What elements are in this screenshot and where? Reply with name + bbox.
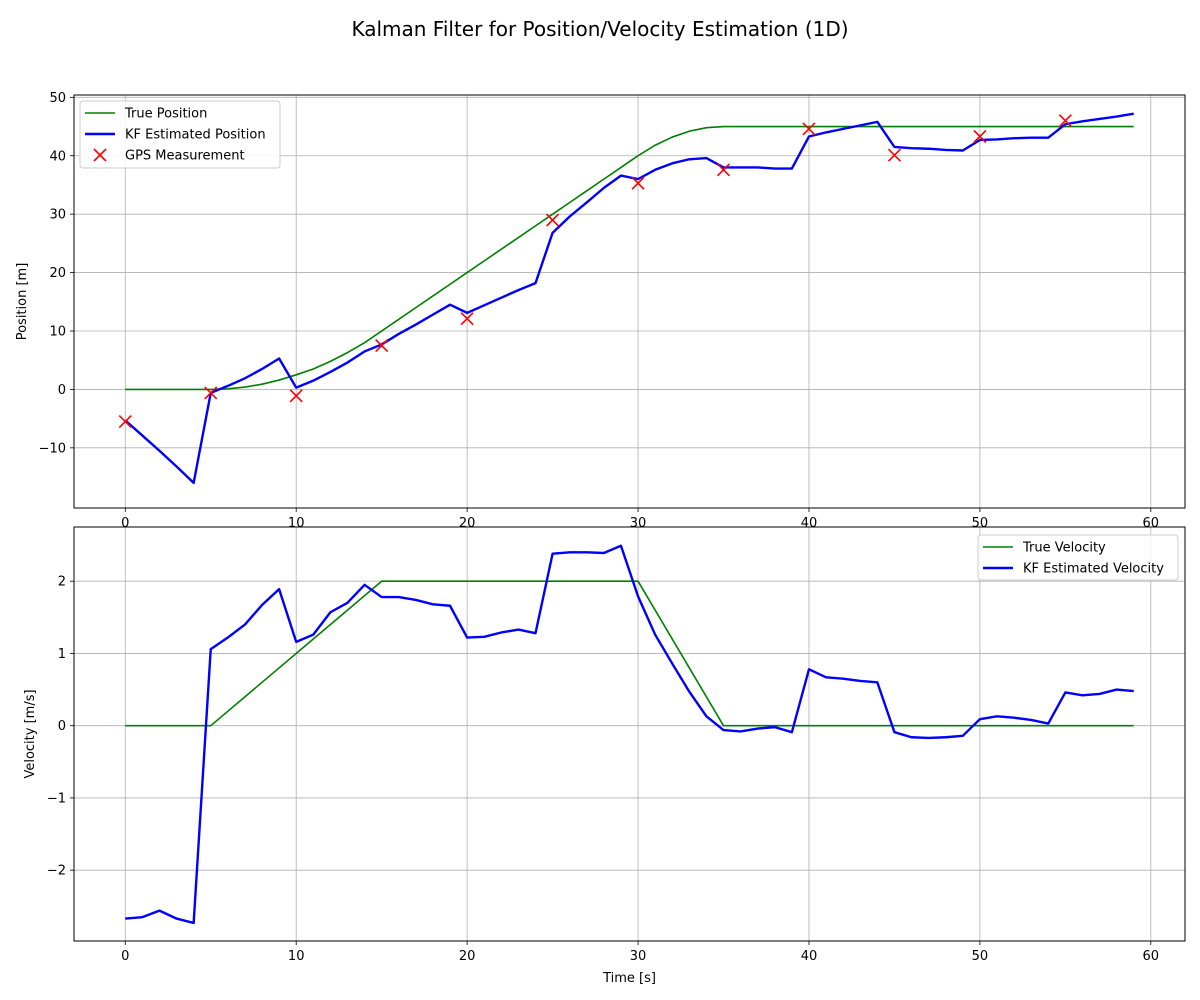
position-series-gps-measurement-point (204, 386, 218, 400)
position-y-axis-label: Position [m] (15, 263, 30, 341)
velocity-y-tick-label: −1 (47, 791, 66, 806)
position-series-gps-measurement-point (460, 312, 474, 326)
x-marker-stroke (204, 386, 218, 400)
legend-label: KF Estimated Position (125, 128, 266, 143)
position-y-tick-label: 30 (49, 208, 66, 223)
velocity-y-axis-label: Velocity [m/s] (23, 689, 38, 778)
position-grid (74, 95, 1185, 508)
velocity-y-tick-label: −2 (47, 864, 66, 879)
velocity-series (125, 544, 1134, 925)
legend-marker (93, 148, 107, 162)
position-series-gps-measurement-point (546, 213, 560, 227)
x-marker-stroke (546, 213, 560, 227)
position-series-kf-estimated-position-line (124, 112, 1134, 485)
velocity-x-tick-label: 0 (121, 949, 129, 964)
velocity-y-tick-label: 0 (58, 719, 66, 734)
x-marker-stroke (716, 163, 731, 177)
position-axes-frame (73, 94, 1186, 509)
position-series (118, 112, 1134, 485)
position-series-gps-measurement-point (118, 414, 132, 429)
position-series-true-position-line (125, 125, 1134, 391)
position-y-tick-label: 10 (49, 325, 66, 340)
velocity-x-tick-label: 20 (459, 949, 476, 964)
position-y-tick-label: 20 (49, 266, 66, 281)
x-marker-stroke (289, 389, 303, 403)
legend-label: True Velocity (1022, 541, 1106, 556)
position-series-gps-measurement-point (716, 163, 731, 177)
velocity-legend-item: KF Estimated Velocity (983, 562, 1164, 577)
figure-title: Kalman Filter for Position/Velocity Esti… (351, 17, 848, 41)
legend-label: KF Estimated Velocity (1023, 562, 1164, 577)
position-legend-item: True Position (85, 107, 207, 122)
velocity-series-true-velocity-line (125, 580, 1134, 727)
velocity-legend-box (977, 534, 1179, 581)
position-legend-box (79, 100, 281, 169)
position-y-tick-label: 0 (58, 383, 66, 398)
x-marker-stroke (631, 176, 645, 190)
x-marker-stroke (375, 339, 389, 353)
position-series-gps-measurement-point (802, 122, 816, 136)
position-y-tick-label: 40 (49, 149, 66, 164)
position-y-tick-label: −10 (39, 441, 66, 456)
velocity-x-tick-label: 30 (630, 949, 647, 964)
position-legend-item: KF Estimated Position (85, 128, 266, 143)
velocity-axes: 0 10 20 30 40 50 60 −2 −1 0 1 2 Velocity [m/s] Time… (23, 526, 1186, 986)
velocity-axes-frame (73, 526, 1186, 942)
position-x-tick-label: 0 (121, 516, 129, 531)
position-series-gps-measurement-point (973, 129, 987, 144)
velocity-ticks: 0 10 20 30 40 50 60 −2 −1 0 1 2 (47, 575, 1159, 964)
velocity-x-tick-label: 40 (801, 949, 818, 964)
x-marker-stroke (802, 122, 816, 136)
position-series-gps-measurement-point (1058, 114, 1072, 128)
legend-label: True Position (124, 107, 207, 122)
velocity-y-tick-label: 1 (58, 647, 66, 662)
velocity-y-tick-label: 2 (58, 575, 66, 590)
position-series-gps-measurement-point (887, 148, 901, 162)
x-marker-stroke (887, 148, 901, 162)
velocity-x-tick-label: 10 (288, 949, 305, 964)
legend-label: GPS Measurement (125, 149, 245, 164)
position-series-gps-measurement-point (631, 176, 645, 190)
velocity-x-tick-label: 60 (1143, 949, 1160, 964)
velocity-legend: True Velocity KF Estimated Velocity (977, 534, 1179, 581)
position-y-tick-label: 50 (49, 91, 66, 106)
x-marker-stroke (460, 312, 474, 326)
velocity-series-kf-estimated-velocity-line (125, 544, 1134, 925)
x-marker-stroke (1058, 114, 1072, 128)
x-marker-stroke (973, 129, 987, 144)
velocity-legend-item: True Velocity (983, 541, 1106, 556)
velocity-x-axis-label: Time [s] (602, 971, 656, 986)
position-legend-item: GPS Measurement (93, 148, 245, 164)
position-legend: True Position KF Estimated Position GPS Me… (79, 100, 281, 169)
position-series-gps-measurement-point (375, 339, 389, 353)
x-marker-stroke (118, 414, 132, 429)
position-series-gps-measurement-point (289, 389, 303, 403)
velocity-x-tick-label: 50 (972, 949, 989, 964)
